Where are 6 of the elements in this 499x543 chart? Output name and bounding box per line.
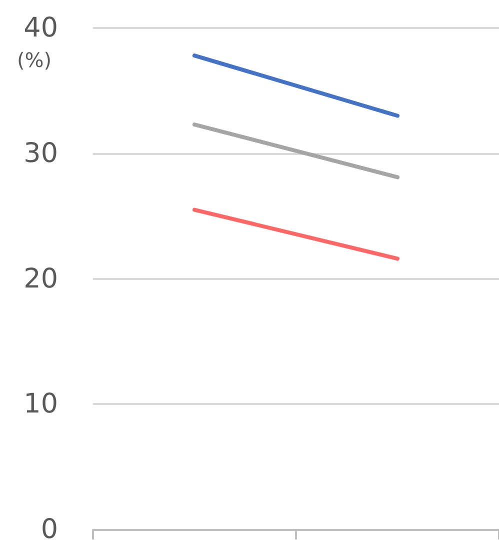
y-tick-label: 0 <box>40 514 58 543</box>
y-tick-label: 10 <box>24 388 58 420</box>
y-tick-label: 30 <box>24 138 58 169</box>
y-tick-label: 40 <box>24 12 58 44</box>
y-tick-label: 20 <box>24 263 58 294</box>
y-axis-title: (%) <box>17 48 52 72</box>
